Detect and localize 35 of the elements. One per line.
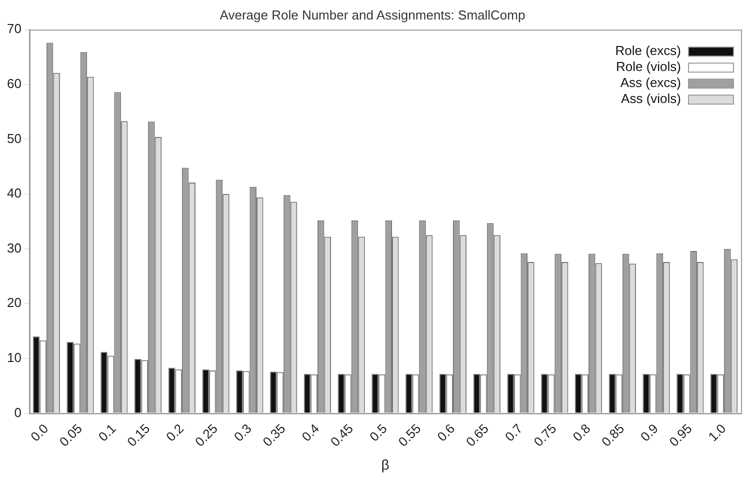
y-tick-label: 0 xyxy=(14,404,22,420)
y-tick-label: 20 xyxy=(6,295,22,310)
x-tick-label: 0.55 xyxy=(395,420,424,450)
x-tick-label: 0.4 xyxy=(298,420,322,444)
y-tick-label: 60 xyxy=(6,76,22,91)
legend-label: Role (viols) xyxy=(616,59,681,74)
x-tick-label: 0.3 xyxy=(230,420,254,444)
x-tick-label: 0.25 xyxy=(192,420,220,450)
x-tick-label: 0.0 xyxy=(28,420,52,444)
x-tick-label: 0.6 xyxy=(434,420,458,444)
legend-label: Role (excs) xyxy=(615,43,681,58)
legend-label: Ass (viols) xyxy=(621,91,681,106)
x-tick-label: 0.85 xyxy=(598,420,628,450)
x-axis-title: β xyxy=(381,456,390,472)
y-tick-label: 40 xyxy=(6,186,22,201)
x-tick-label: 0.1 xyxy=(95,420,119,444)
y-tick-label: 10 xyxy=(6,350,22,366)
x-tick-label: 0.35 xyxy=(260,420,288,450)
x-tick-label: 0.15 xyxy=(124,420,153,450)
x-tick-label: 0.65 xyxy=(463,420,492,450)
chart-title: Average Role Number and Assignments: SmallComp xyxy=(220,7,526,22)
x-tick-label: 0.95 xyxy=(666,420,695,450)
x-tick-label: 0.2 xyxy=(163,420,187,444)
x-tick-label: 0.45 xyxy=(327,420,356,450)
x-tick-label: 0.5 xyxy=(366,420,390,444)
legend-label: Ass (excs) xyxy=(620,75,681,90)
x-tick-label: 0.7 xyxy=(502,420,526,444)
y-tick-label: 50 xyxy=(6,130,22,146)
x-tick-label: 0.75 xyxy=(530,420,560,450)
x-tick-label: 1.0 xyxy=(705,420,729,444)
x-tick-label: 0.05 xyxy=(56,420,85,450)
y-tick-label: 70 xyxy=(6,21,22,36)
x-tick-label: 0.8 xyxy=(570,420,594,444)
y-tick-label: 30 xyxy=(6,240,22,256)
x-tick-label: 0.9 xyxy=(638,420,661,444)
